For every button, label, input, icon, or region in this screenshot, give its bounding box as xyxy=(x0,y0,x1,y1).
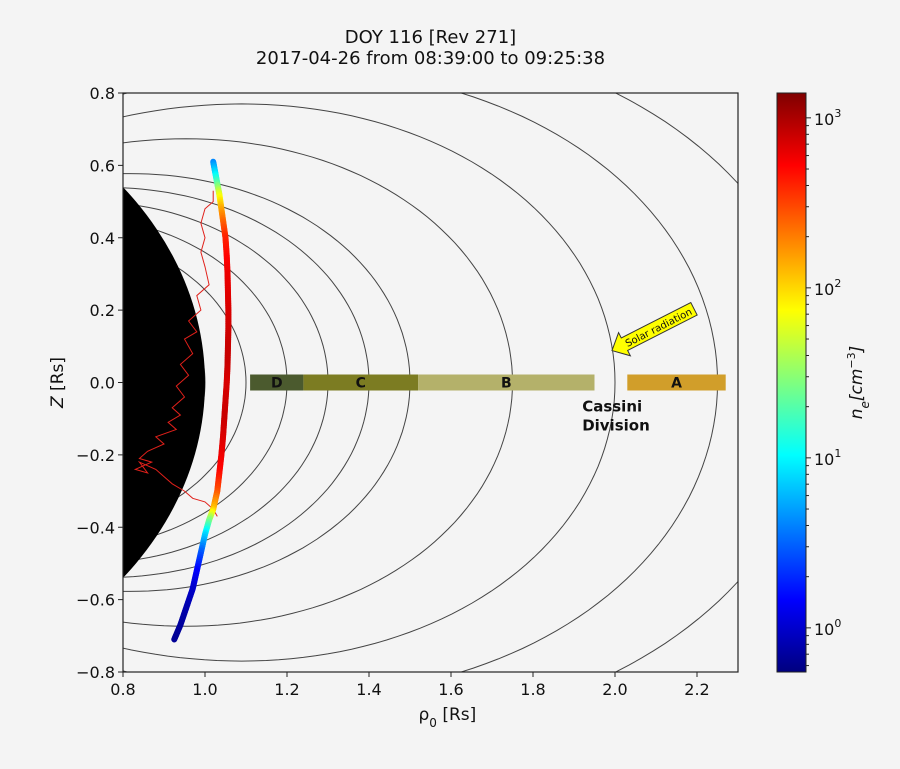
colorbar-tick-label: 102 xyxy=(814,277,841,299)
field-line xyxy=(123,241,247,524)
saturn-disk xyxy=(123,187,205,578)
ring-C-bar xyxy=(303,374,419,391)
chart-subtitle: 2017-04-26 from 08:39:00 to 09:25:38 xyxy=(255,48,606,69)
y-tick-label: 0.6 xyxy=(90,156,115,175)
x-tick-label: 1.2 xyxy=(274,680,299,699)
x-tick-label: 2.2 xyxy=(684,680,709,699)
colorbar xyxy=(776,92,807,673)
colorbar-tick-label: 103 xyxy=(814,107,841,129)
annotation-cassini-division: Division xyxy=(582,416,650,434)
chart-title: DOY 116 [Rev 271] xyxy=(344,27,517,48)
trajectory-segment xyxy=(171,634,179,643)
y-tick-label: 0.8 xyxy=(90,84,115,103)
density-profile-line xyxy=(133,190,218,517)
ring-B-label: B xyxy=(501,376,512,392)
y-tick-label: 0.2 xyxy=(90,301,115,320)
x-tick-label: 1.6 xyxy=(438,680,463,699)
ring-D-bar xyxy=(250,374,304,391)
field-line xyxy=(123,103,616,662)
x-tick-label: 2.0 xyxy=(602,680,627,699)
colorbar-label: ne[cm−3] xyxy=(845,346,872,420)
y-tick-label: 0.0 xyxy=(90,374,115,393)
x-axis-label: ρ0 [Rs] xyxy=(419,705,477,730)
y-tick-label: −0.2 xyxy=(76,446,115,465)
x-tick-label: 1.4 xyxy=(356,680,381,699)
ring-B-bar xyxy=(418,374,595,391)
annotation-cassini-division: Cassini xyxy=(582,397,642,415)
colorbar-tick-label: 100 xyxy=(814,617,841,639)
x-tick-label: 1.0 xyxy=(192,680,217,699)
solar-radiation-arrow-shape xyxy=(611,301,698,357)
ring-D-label: D xyxy=(271,376,283,392)
x-tick-label: 1.8 xyxy=(520,680,545,699)
ring-A-label: A xyxy=(671,376,682,392)
ring-C-label: C xyxy=(356,376,366,392)
colorbar-tick-label: 101 xyxy=(814,447,841,469)
ring-A-bar xyxy=(627,374,726,391)
y-tick-label: −0.8 xyxy=(76,663,115,682)
x-tick-label: 0.8 xyxy=(110,680,135,699)
y-axis-label: Z [Rs] xyxy=(48,357,68,409)
y-tick-label: −0.6 xyxy=(76,591,115,610)
y-tick-label: 0.4 xyxy=(90,229,115,248)
y-tick-label: −0.4 xyxy=(76,518,115,537)
